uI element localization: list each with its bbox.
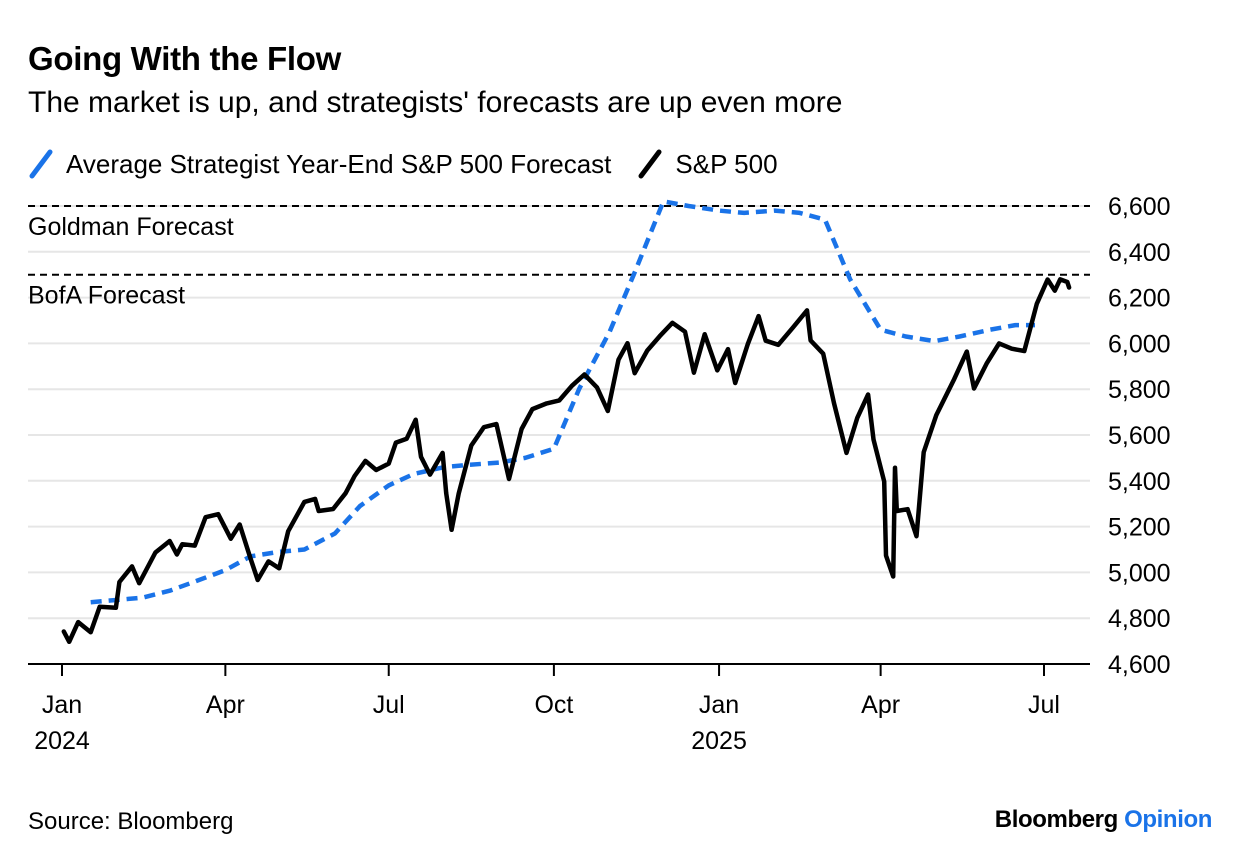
y-tick-label: 6,200 (1108, 285, 1171, 313)
series-line-sp500 (61, 277, 1072, 645)
y-tick-label: 4,600 (1108, 651, 1171, 679)
x-tick-label: Apr (206, 691, 245, 719)
y-tick-label: 6,000 (1108, 330, 1171, 358)
y-tick-label: 6,600 (1108, 193, 1171, 221)
x-tick-label: Jul (1028, 691, 1060, 719)
reference-line-label: Goldman Forecast (28, 213, 234, 241)
x-tick-year-label: 2024 (34, 727, 90, 755)
y-tick-label: 5,000 (1108, 559, 1171, 587)
chart-title: Going With the Flow (28, 40, 341, 77)
legend-item-sp500: S&P 500 (637, 148, 778, 180)
y-tick-label: 5,200 (1108, 514, 1171, 542)
brand-logo: Bloomberg Opinion (994, 806, 1213, 834)
legend-label-forecast: Average Strategist Year-End S&P 500 Fore… (66, 148, 612, 179)
x-tick-label: Jan (699, 691, 739, 719)
brand-name: Bloomberg (994, 806, 1118, 833)
chart-subtitle: The market is up, and strategists' forec… (28, 86, 843, 119)
source-note: Source: Bloomberg (28, 808, 234, 835)
legend-item-forecast: Average Strategist Year-End S&P 500 Fore… (28, 148, 611, 180)
reference-line-label: BofA Forecast (28, 282, 185, 310)
brand-suffix: Opinion (1124, 806, 1212, 833)
y-tick-label: 5,600 (1108, 422, 1171, 450)
y-tick-label: 6,400 (1108, 239, 1171, 267)
x-tick-label: Jan (42, 691, 82, 719)
legend-swatch-forecast (29, 149, 53, 179)
legend: Average Strategist Year-End S&P 500 Fore… (28, 146, 804, 182)
legend-swatch-sp500 (638, 149, 662, 179)
x-tick-label: Oct (534, 691, 573, 719)
x-tick-year-label: 2025 (691, 727, 747, 755)
y-tick-label: 4,800 (1108, 605, 1171, 633)
y-tick-label: 5,400 (1108, 468, 1171, 496)
x-tick-label: Jul (373, 691, 405, 719)
series-line-forecast (90, 199, 1035, 605)
line-chart: 4,600 4,800 5,000 5,200 5,400 5,600 5,800 6,000… (28, 193, 1171, 755)
y-tick-label: 5,800 (1108, 376, 1171, 404)
x-tick-label: Apr (861, 691, 900, 719)
legend-label-sp500: S&P 500 (675, 148, 778, 179)
